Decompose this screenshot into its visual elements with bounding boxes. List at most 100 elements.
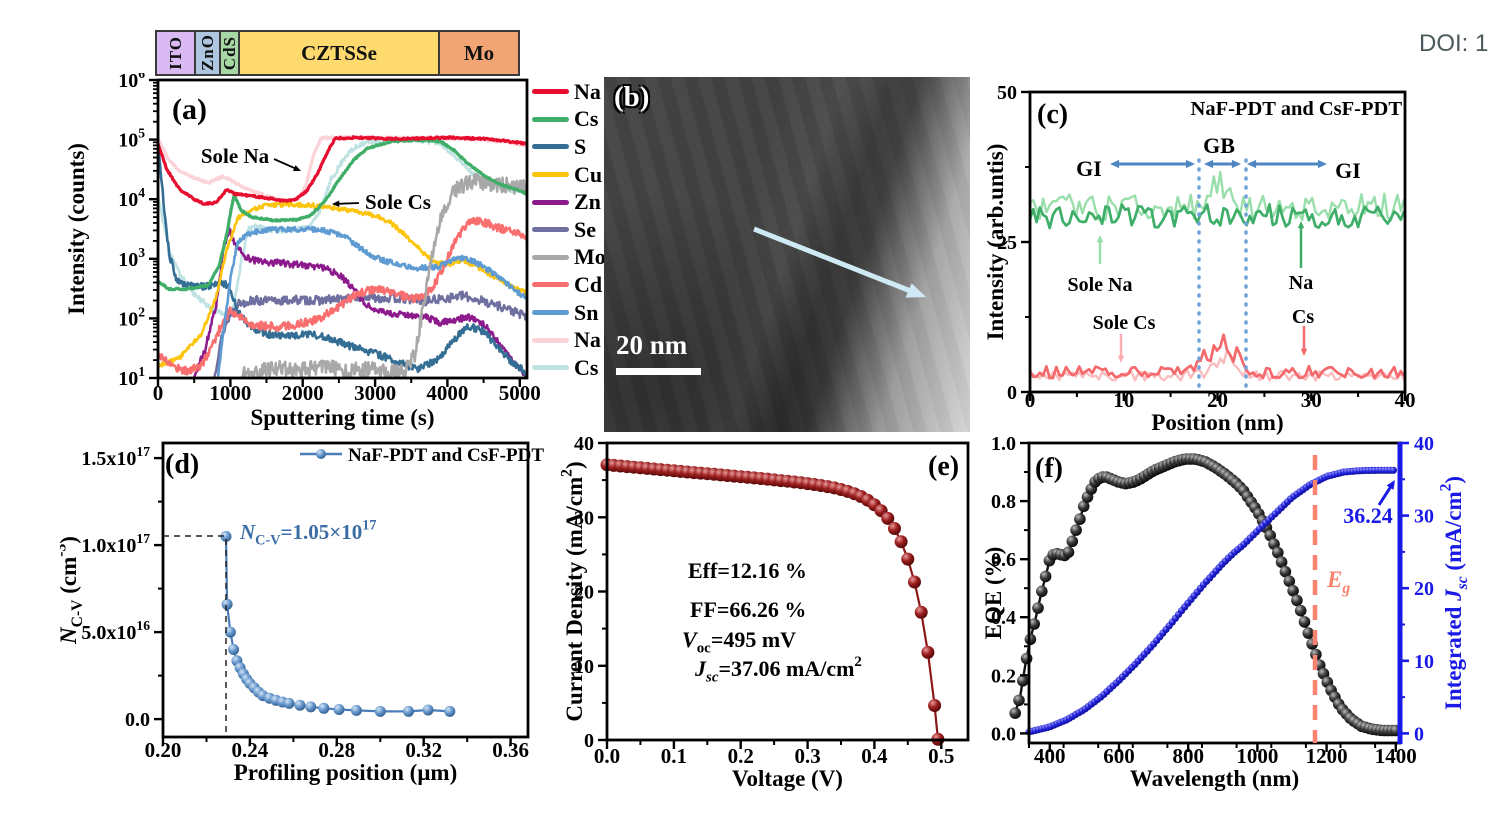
x-tick-label: 0.4	[861, 744, 888, 768]
y-tick-label: 0.0	[125, 709, 150, 731]
chart-d-legend-label: NaF-PDT and CsF-PDT	[348, 445, 544, 466]
x-tick-label: 0.32	[405, 738, 442, 762]
legend-item-8-Sn: Sn	[532, 299, 606, 327]
legend-line-Cs	[532, 116, 569, 122]
arrow	[1117, 334, 1125, 363]
arrow	[1300, 326, 1308, 356]
y-axis-title: Intensity (counts)	[64, 143, 89, 315]
x-tick-label: 4000	[426, 381, 468, 405]
layer-zno-label: ZnO	[197, 34, 217, 72]
x-tick-label: 600	[1103, 744, 1135, 768]
legend-item-1-Cs: Cs	[532, 106, 606, 134]
legend-label-Cu: Cu	[574, 161, 603, 187]
ann-sole-cs: Sole Cs	[365, 190, 431, 214]
y-tick-label: 40	[574, 435, 594, 455]
axes-ticks	[149, 78, 521, 387]
y-tick-label: 1.0	[991, 435, 1016, 455]
series-Na	[156, 135, 528, 206]
layer-ito-label: ITO	[165, 36, 185, 70]
legend-label-Na: Na	[574, 78, 601, 104]
legend-item-4-Zn: Zn	[532, 188, 606, 216]
x-tick-label: 0.20	[145, 738, 182, 762]
y-tick-label: 103	[118, 245, 145, 271]
x-tick-label: 0.5	[928, 744, 954, 768]
y-tick-label: 105	[118, 126, 145, 152]
y-tick-label: 1.0x1017	[81, 531, 150, 557]
layer-cds-label: CdS	[219, 35, 239, 71]
panel-d-label: (d)	[165, 449, 199, 480]
layer-cztsse: CZTSSe	[238, 30, 440, 76]
ann-ncv-value: NC-V=1.05×1017	[239, 518, 376, 549]
y2-tick-label: 0	[1414, 723, 1424, 745]
x-axis-title: Position (nm)	[1151, 410, 1283, 435]
legend-line-Na	[532, 89, 569, 95]
x-tick-label: 0	[153, 381, 164, 405]
x-tick-label: 1000	[1236, 744, 1278, 768]
y-tick-label: 5.0x1016	[81, 618, 150, 644]
panel-a-label: (a)	[172, 93, 207, 126]
legend-line-Zn	[532, 199, 569, 205]
series-NaF-PDT and CsF-PDT	[220, 530, 456, 717]
x-tick-label: 0.1	[661, 744, 687, 768]
tem-arrow-icon	[753, 226, 926, 298]
legend-line-Cd	[532, 282, 569, 288]
legend-label-Se: Se	[574, 216, 596, 242]
layer-cds: CdS	[219, 30, 240, 76]
legend-item-10-Cs: Cs	[532, 354, 606, 382]
legend-line-Mo	[532, 254, 569, 260]
x-axis-title: Wavelength (nm)	[1130, 766, 1299, 791]
panel-b-label: (b)	[614, 81, 650, 113]
legend-label-Mo: Mo	[574, 244, 606, 270]
y-axis-title: NC-V (cm-3)	[60, 536, 86, 645]
series-Sole Na	[1029, 170, 1406, 223]
ann-ff: FF=66.26 %	[690, 597, 806, 622]
x-axis-title: Profiling position (μm)	[234, 760, 457, 785]
legend-label-Cd: Cd	[574, 271, 603, 297]
y-axis-title: EQE (%)	[985, 547, 1006, 640]
plot-frame	[161, 441, 530, 739]
ann-c-na: Na	[1289, 272, 1313, 294]
axes-ticks	[598, 441, 943, 749]
axes-ticks	[1020, 441, 1409, 752]
legend-label-Sn: Sn	[574, 299, 599, 325]
series-Integrated Jsc	[1025, 466, 1397, 736]
legend-item-6-Mo: Mo	[532, 244, 606, 272]
y-tick-label: 25	[997, 232, 1017, 254]
x-tick-label: 0.36	[492, 738, 529, 762]
y-tick-label: 0.4	[991, 607, 1016, 629]
y-tick-label: 104	[118, 185, 145, 211]
ann-eff: Eff=12.16 %	[688, 558, 807, 583]
panel-e-label: (e)	[928, 451, 959, 482]
plot-frame	[156, 78, 529, 380]
x-tick-label: 40	[1395, 388, 1416, 412]
series-Cd	[156, 216, 528, 376]
arrow	[1247, 159, 1327, 169]
legend-label-Cs: Cs	[574, 354, 599, 380]
x-tick-label: 10	[1113, 388, 1134, 412]
x-tick-label: 1000	[209, 381, 251, 405]
x-tick-label: 0.3	[794, 744, 820, 768]
y-tick-label: 30	[574, 507, 594, 529]
layer-zno: ZnO	[194, 30, 221, 76]
x-tick-label: 0	[1025, 388, 1036, 412]
x-tick-label: 20	[1207, 388, 1228, 412]
layer-mo: Mo	[438, 30, 520, 76]
ann-gb: GB	[1203, 133, 1235, 158]
layer-cztsse-label: CZTSSe	[301, 40, 377, 65]
legend-label-Na: Na	[574, 327, 601, 353]
series-Cs	[1028, 333, 1406, 380]
legend-line-Cs	[532, 365, 569, 371]
axes-ticks	[154, 456, 512, 746]
series-Sn	[216, 225, 528, 379]
ann-c-sole-cs: Sole Cs	[1093, 312, 1156, 334]
legend-line-Cu	[532, 172, 569, 178]
y-tick-label: 0.2	[991, 665, 1016, 687]
legend-item-2-S: S	[532, 133, 606, 161]
arrow	[1110, 159, 1195, 169]
legend-item-3-Cu: Cu	[532, 161, 606, 189]
panel-c-label: (c)	[1037, 99, 1068, 130]
chart-c-gb-line-profile: 0 10 20 30 40 0 25 50 Position (nm) Intensity (ar…	[985, 82, 1416, 435]
ann-gi-right: GI	[1335, 158, 1361, 183]
tem-scalebar-label: 20 nm	[616, 330, 688, 360]
